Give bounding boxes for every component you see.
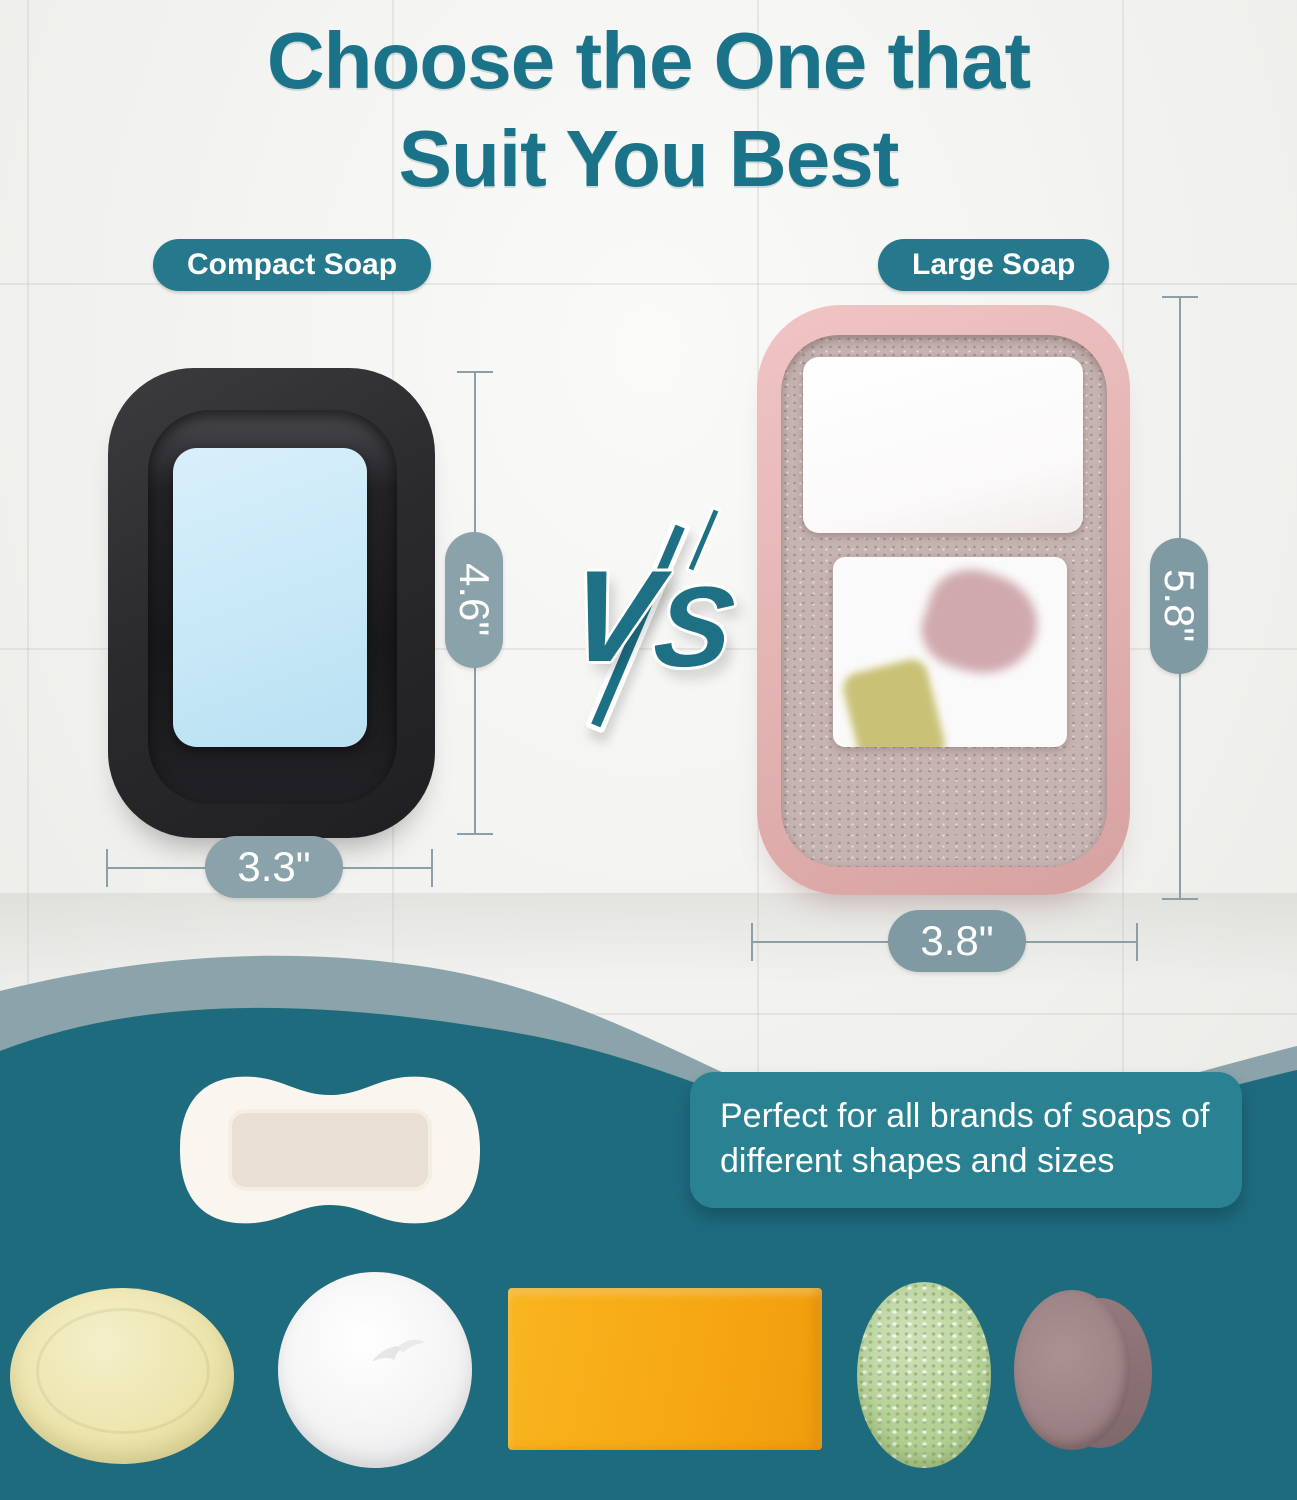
width-line-right-start-tick xyxy=(751,923,753,961)
width-line-right-end-tick xyxy=(1136,923,1138,961)
height-line-left-bottom-tick xyxy=(457,833,493,835)
white-round-dove-soap xyxy=(278,1272,472,1468)
page-title: Choose the One that Suit You Best xyxy=(0,12,1297,207)
note-line-1: Perfect for all brands of soaps of xyxy=(720,1097,1210,1135)
large-soap-dish-photo xyxy=(757,305,1130,895)
dove-emblem-icon xyxy=(371,1339,426,1362)
compact-height-label: 4.6" xyxy=(445,532,503,668)
height-line-right-top-tick xyxy=(1162,296,1198,298)
note-box: Perfect for all brands of soaps of diffe… xyxy=(690,1072,1242,1208)
width-line-left-end-tick xyxy=(431,849,433,887)
vs-letter-v: V xyxy=(559,543,667,689)
compact-soap-dish-photo xyxy=(108,368,435,838)
orange-bar-soap xyxy=(508,1288,822,1450)
height-line-left-top-tick xyxy=(457,371,493,373)
vs-letter-s: S xyxy=(647,564,742,691)
versus-mark: V S xyxy=(556,505,756,735)
bone-shaped-soap xyxy=(180,1076,480,1224)
note-line-2: different shapes and sizes xyxy=(720,1141,1115,1180)
large-soap-badge: Large Soap xyxy=(878,239,1110,291)
bone-soap-inset-panel xyxy=(228,1109,432,1191)
green-speckled-soap xyxy=(857,1282,991,1468)
white-soap-bar xyxy=(803,357,1083,533)
yellow-soap-ridge xyxy=(36,1308,210,1434)
olive-inclusion xyxy=(839,656,949,747)
brown-soap-face xyxy=(1014,1290,1130,1450)
large-height-label: 5.8" xyxy=(1150,538,1208,674)
compact-width-label: 3.3" xyxy=(205,836,343,898)
width-line-left-start-tick xyxy=(106,849,108,887)
translucent-soap-bar xyxy=(833,557,1067,747)
compact-soap-badge: Compact Soap xyxy=(153,239,432,291)
blue-soap-bar xyxy=(173,448,367,747)
pink-inclusion xyxy=(912,558,1050,688)
yellow-oval-soap xyxy=(10,1288,234,1464)
title-line-1: Choose the One that xyxy=(266,16,1031,105)
brown-round-soap xyxy=(1014,1290,1156,1456)
title-line-2: Suit You Best xyxy=(398,113,900,203)
height-line-right-bottom-tick xyxy=(1162,898,1198,900)
large-width-label: 3.8" xyxy=(888,910,1026,972)
